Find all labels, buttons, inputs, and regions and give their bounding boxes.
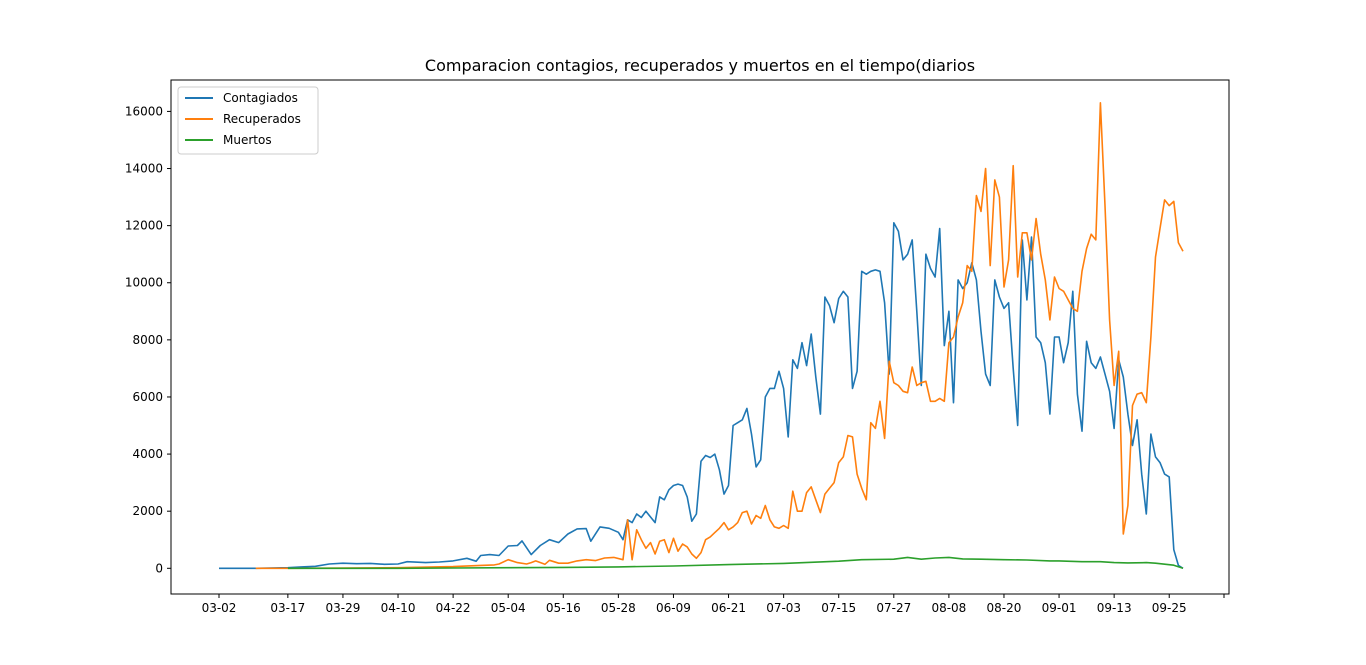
series-line-muertos bbox=[287, 556, 1184, 570]
x-tick-label: 04-22 bbox=[436, 601, 471, 615]
x-tick-label: 07-15 bbox=[821, 601, 856, 615]
x-tick-label: 07-03 bbox=[766, 601, 801, 615]
y-tick-label: 0 bbox=[155, 561, 163, 575]
legend-label: Contagiados bbox=[223, 91, 298, 105]
legend-label: Muertos bbox=[223, 133, 272, 147]
y-tick-label: 4000 bbox=[132, 447, 163, 461]
y-tick-label: 8000 bbox=[132, 333, 163, 347]
legend-label: Recuperados bbox=[223, 112, 301, 126]
plot-frame bbox=[170, 79, 1230, 595]
x-tick-label: 07-27 bbox=[876, 601, 911, 615]
x-tick-label: 04-10 bbox=[381, 601, 416, 615]
y-tick-label: 16000 bbox=[125, 104, 163, 118]
y-tick-label: 2000 bbox=[132, 504, 163, 518]
x-tick-label: 03-02 bbox=[202, 601, 237, 615]
y-tick-label: 14000 bbox=[125, 162, 163, 176]
chart-title: Comparacion contagios, recuperados y mue… bbox=[425, 56, 975, 75]
y-tick-label: 6000 bbox=[132, 390, 163, 404]
x-tick-label: 08-08 bbox=[931, 601, 966, 615]
plot-area bbox=[170, 79, 1230, 595]
x-tick-label: 03-17 bbox=[270, 601, 305, 615]
series-line-recuperados bbox=[255, 102, 1184, 570]
x-tick-label: 03-29 bbox=[326, 601, 361, 615]
x-tick-label: 09-13 bbox=[1097, 601, 1132, 615]
x-axis: 03-02 03-17 03-29 04-10 04-22 05-04 05-16 05-28… bbox=[202, 594, 1225, 615]
x-tick-label: 09-25 bbox=[1152, 601, 1187, 615]
x-tick-label: 06-09 bbox=[656, 601, 691, 615]
series-line-contagiados bbox=[219, 222, 1184, 570]
x-tick-label: 09-01 bbox=[1042, 601, 1077, 615]
x-tick-label: 05-28 bbox=[601, 601, 636, 615]
x-tick-label: 05-04 bbox=[491, 601, 526, 615]
y-tick-label: 12000 bbox=[125, 219, 163, 233]
x-tick-label: 08-20 bbox=[987, 601, 1022, 615]
x-tick-label: 05-16 bbox=[546, 601, 581, 615]
x-tick-label: 06-21 bbox=[711, 601, 746, 615]
y-tick-label: 10000 bbox=[125, 276, 163, 290]
legend-box bbox=[177, 86, 319, 155]
series-layer bbox=[219, 102, 1184, 570]
legend: Contagiados Recuperados Muertos bbox=[177, 86, 319, 155]
y-axis: 0 2000 4000 6000 8000 10000 12000 14000 16000 bbox=[125, 104, 171, 575]
